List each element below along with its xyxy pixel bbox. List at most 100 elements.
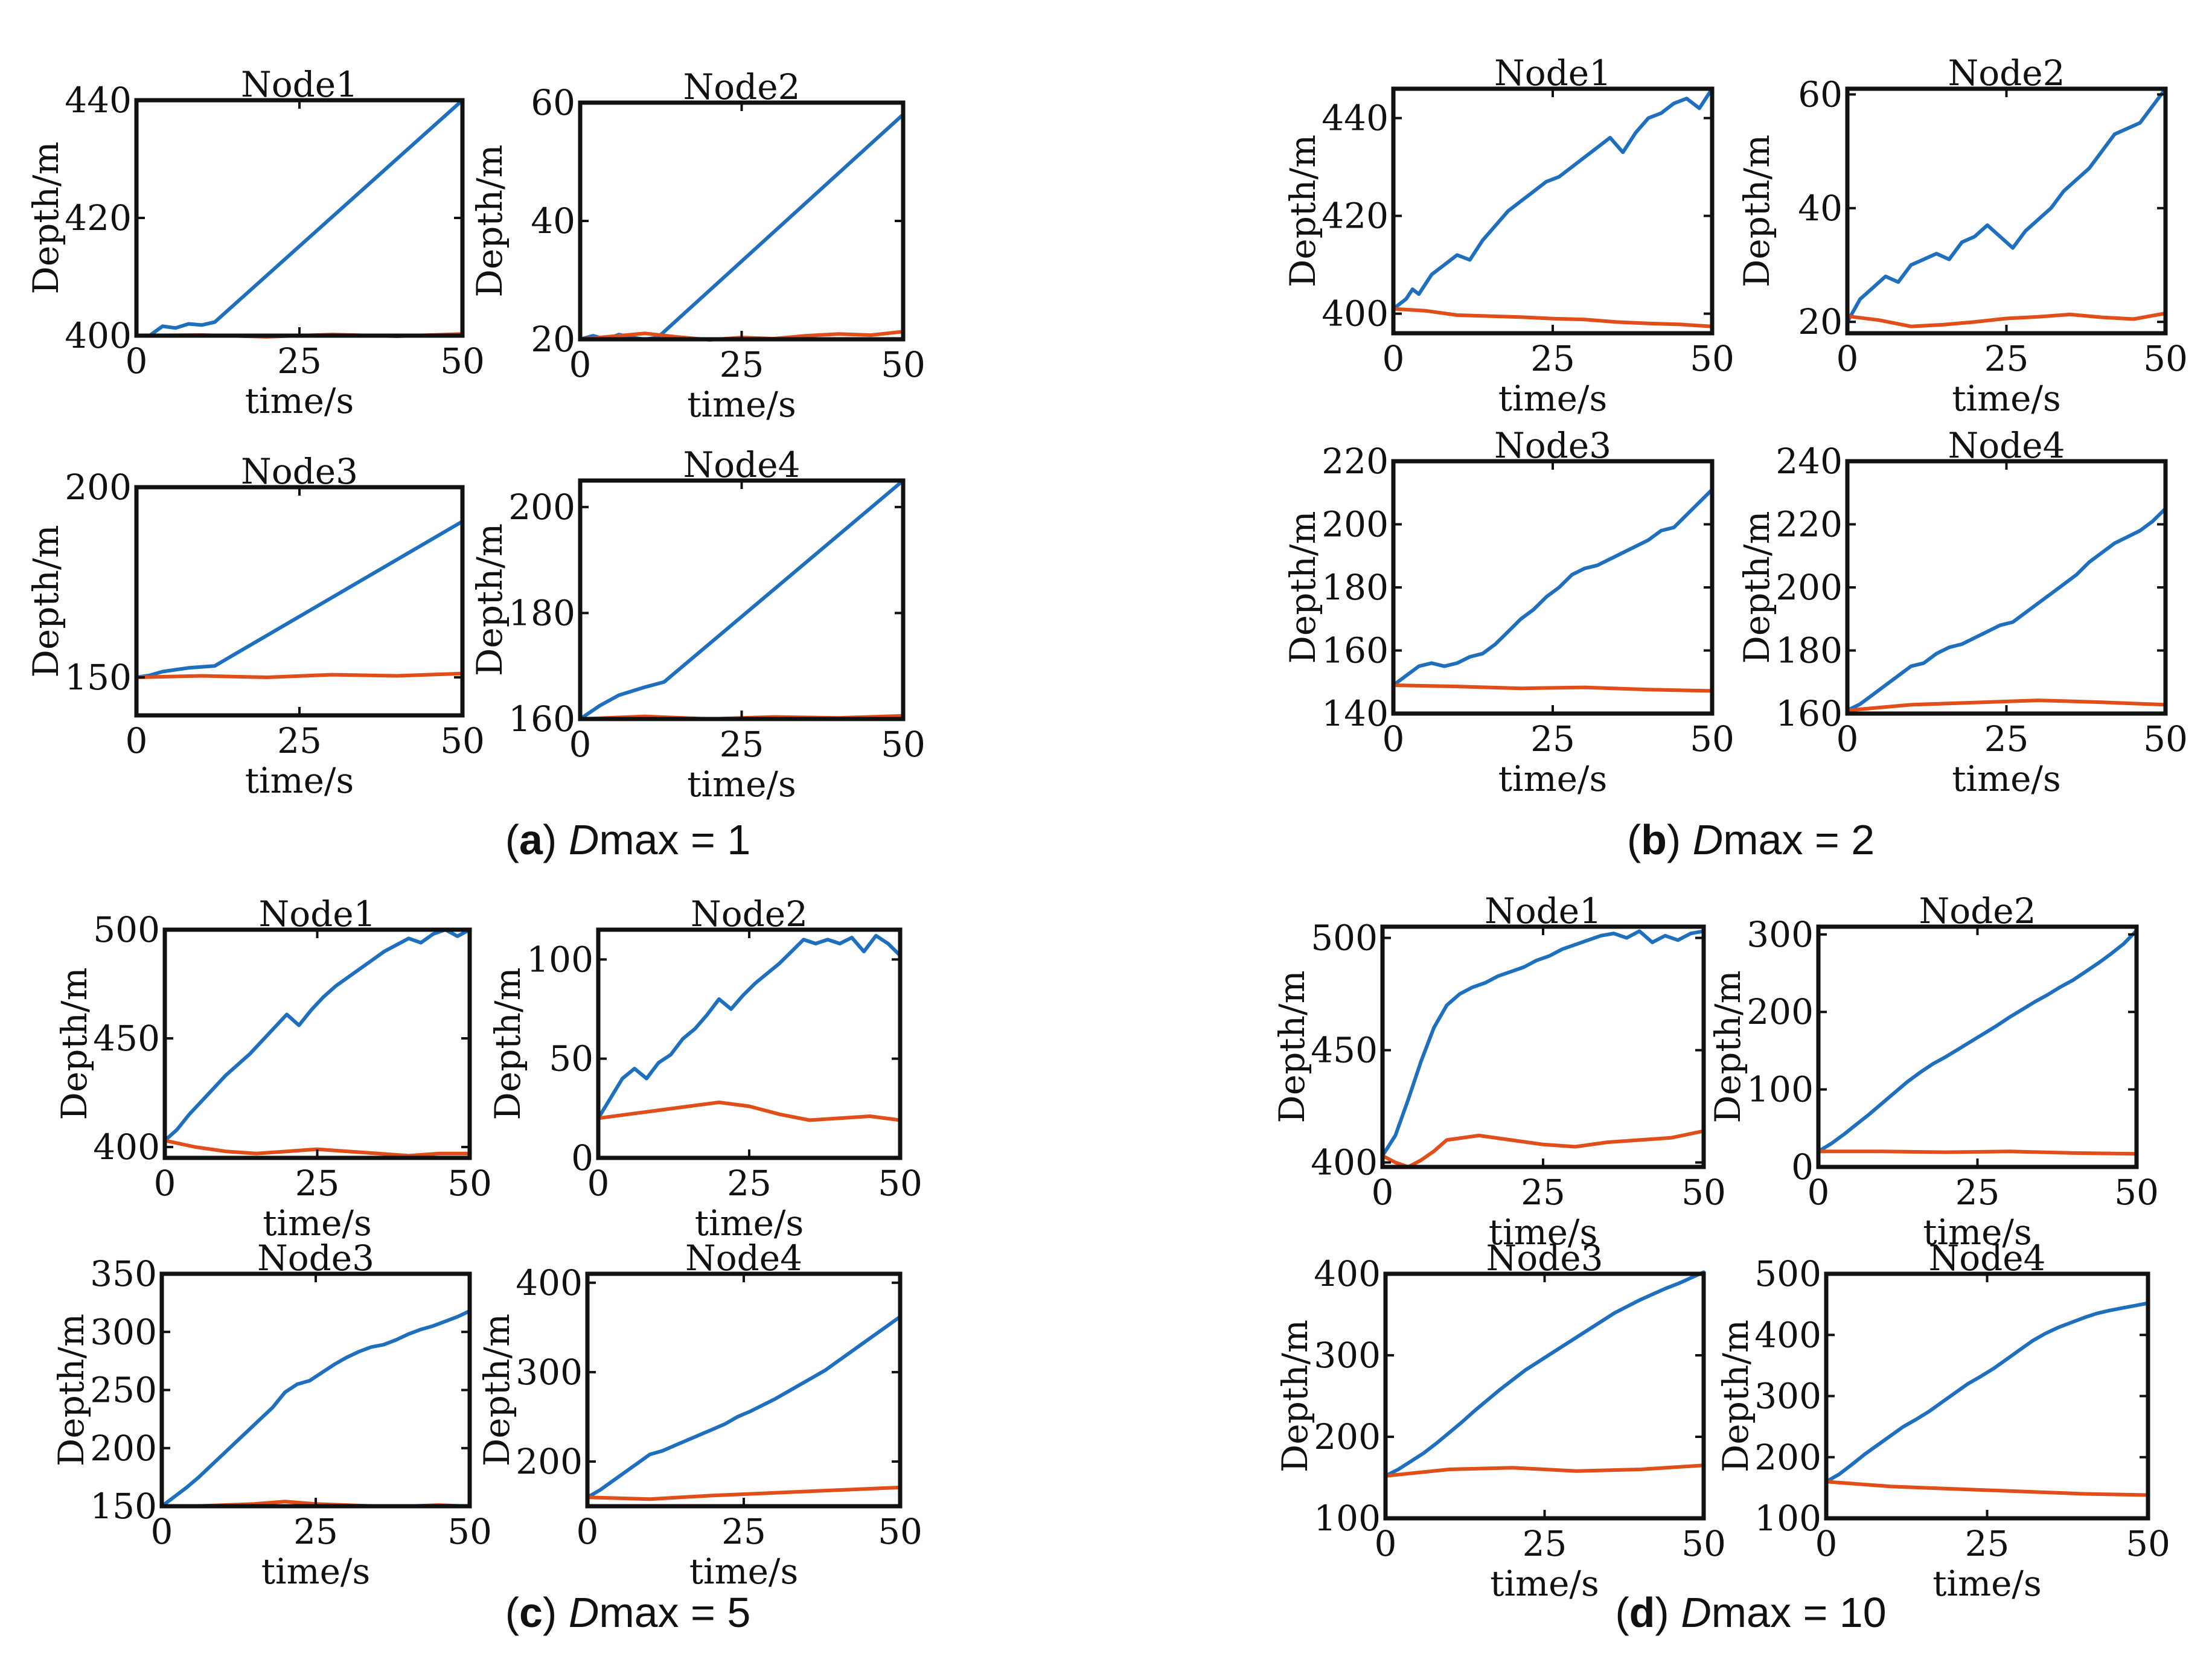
series-line-1 [1846,87,2167,324]
subplot-node2: 0 25 50 0 100 200 300 Node2 time/s Depth/m [1707,890,2159,1253]
x-tick-label: 25 [293,1511,338,1552]
x-tick-label: 25 [277,340,322,382]
series-line-2 [1824,1480,2150,1497]
y-tick-label: 500 [1311,918,1378,959]
y-tick-label: 200 [65,467,132,508]
axes-frame [596,927,903,1160]
subplot-node1: 0 25 50 400 420 440 Node1 time/s Depth/m [25,64,485,421]
subplot-node1: 0 25 50 400 420 440 Node1 time/s Depth/m [1282,53,1734,419]
x-tick-label: 0 [1808,1172,1830,1213]
y-axis-label: Depth/m [25,141,66,294]
x-tick-label: 25 [1984,718,2029,759]
x-tick-label: 0 [126,340,148,382]
x-axis-label: time/s [261,1551,371,1592]
x-tick-label: 25 [1521,1172,1565,1213]
x-tick-label: 0 [569,724,592,765]
axes-frame [134,98,465,338]
y-tick-label: 200 [1747,991,1814,1032]
series-line-2 [586,1485,902,1501]
y-tick-label: 400 [516,1262,583,1303]
y-tick-label: 100 [1314,1498,1381,1539]
subplot-node4: 0 25 50 160 180 200 220 240 Node4 time/s Depth/m [1736,425,2188,799]
y-axis-label: Depth/m [469,144,510,297]
x-tick-label: 0 [1372,1172,1394,1213]
x-tick-label: 25 [720,724,764,765]
panel-caption: (c) Dmax = 5 [505,1589,751,1636]
x-axis-label: time/s [1490,1563,1599,1604]
y-tick-label: 140 [1322,693,1389,734]
series-line-2 [1392,307,1714,328]
x-tick-label: 25 [1523,1523,1567,1564]
y-tick-label: 350 [90,1253,157,1294]
x-axis-label: time/s [245,380,354,421]
y-tick-label: 220 [1322,441,1389,482]
subplot-title: Node3 [241,451,358,492]
x-tick-label: 25 [295,1163,340,1204]
axes-frame [578,478,906,721]
y-tick-label: 160 [508,698,575,740]
y-tick-label: 200 [1754,1437,1821,1478]
x-axis-label: time/s [1952,758,2061,799]
x-axis-label: time/s [1498,758,1608,799]
x-tick-label: 0 [154,1163,176,1204]
series-line-1 [1824,1301,2150,1484]
subplot-node3: 0 25 50 100 200 300 400 Node3 time/s Depth/m [1274,1238,1726,1604]
y-axis-label: Depth/m [1282,135,1323,287]
axes-frame [1824,1271,2150,1521]
y-tick-label: 500 [1754,1253,1821,1294]
series-line-2 [1846,312,2167,328]
series-line-1 [1381,929,1705,1158]
y-tick-label: 160 [1776,693,1843,734]
x-tick-label: 25 [720,344,764,385]
y-tick-label: 220 [1776,504,1843,545]
panel-caption: (b) Dmax = 2 [1627,816,1875,863]
panel-caption: (d) Dmax = 10 [1615,1589,1886,1636]
y-tick-label: 200 [508,487,575,528]
y-tick-label: 100 [1747,1069,1814,1110]
y-tick-label: 240 [1776,441,1843,482]
y-axis-label: Depth/m [469,523,510,676]
y-tick-label: 50 [549,1038,593,1079]
axes-frame [159,1271,472,1509]
x-tick-label: 0 [151,1511,173,1552]
subplot-node1: 0 25 50 400 450 500 Node1 time/s Depth/m [54,893,492,1244]
y-tick-label: 160 [1322,630,1389,671]
y-tick-label: 0 [571,1137,593,1178]
subplot-node4: 0 25 50 160 180 200 Node4 time/s Depth/m [469,444,925,805]
y-tick-label: 400 [1754,1314,1821,1355]
y-tick-label: 100 [1754,1498,1821,1539]
x-tick-label: 25 [1530,338,1575,379]
subplot-node3: 0 25 50 140 160 180 200 220 Node3 time/s Depth/m [1282,425,1734,799]
y-tick-label: 20 [1798,301,1843,342]
y-tick-label: 420 [65,197,132,238]
axes-frame [1380,924,1706,1169]
x-axis-label: time/s [695,1203,804,1244]
subplot-node2: 0 25 50 20 40 60 Node2 time/s Depth/m [469,66,925,425]
series-line-2 [1392,683,1714,693]
x-tick-label: 50 [2126,1523,2170,1564]
x-axis-label: time/s [1923,1212,2032,1253]
axes-frame [134,485,465,718]
y-tick-label: 300 [1747,914,1814,955]
series-line-1 [586,1315,902,1500]
y-tick-label: 200 [1322,504,1389,545]
x-tick-label: 50 [2143,338,2188,379]
series-line-1 [1392,87,1714,311]
y-tick-label: 200 [1314,1416,1381,1457]
y-tick-label: 400 [1322,293,1389,334]
subplot-title: Node1 [258,893,376,935]
x-tick-label: 0 [1375,1523,1397,1564]
y-axis-label: Depth/m [487,967,528,1120]
series-line-2 [1817,1149,2138,1156]
x-tick-label: 0 [1836,718,1859,759]
x-tick-label: 0 [126,720,148,761]
y-tick-label: 40 [531,200,575,241]
series-line-2 [596,1101,902,1122]
y-tick-label: 400 [1311,1142,1378,1183]
series-line-1 [135,519,464,679]
axes-frame [1391,459,1715,716]
y-axis-label: Depth/m [476,1314,517,1466]
axes-frame [162,927,472,1160]
x-tick-label: 0 [1382,338,1405,379]
